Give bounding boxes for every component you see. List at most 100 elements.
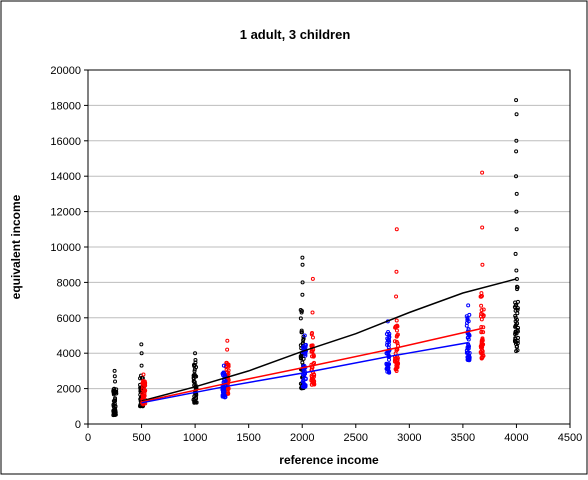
data-point — [311, 374, 316, 379]
data-point — [513, 251, 518, 256]
data-point-outlier — [394, 294, 399, 299]
data-point — [514, 268, 519, 273]
data-point — [301, 384, 306, 389]
data-point — [224, 360, 229, 365]
data-point — [395, 333, 400, 338]
data-point — [112, 389, 117, 394]
data-point-outlier — [514, 98, 519, 103]
data-point-outlier — [310, 310, 315, 315]
data-point — [142, 389, 147, 394]
data-point — [513, 319, 518, 324]
y-tick-label: 10000 — [50, 242, 81, 254]
data-point — [481, 325, 486, 330]
data-point — [312, 372, 317, 377]
data-point — [513, 330, 518, 335]
data-point-outlier — [141, 372, 146, 377]
data-point — [513, 341, 518, 346]
data-point — [478, 350, 483, 355]
x-tick-label: 0 — [85, 432, 91, 444]
data-point-outlier — [139, 351, 144, 356]
data-point — [301, 368, 306, 373]
x-tick-label: 1500 — [236, 432, 260, 444]
trend-lines — [141, 278, 517, 404]
data-point — [466, 350, 471, 355]
data-point — [112, 409, 117, 414]
data-point — [393, 357, 398, 362]
data-point — [481, 307, 486, 312]
data-point-outlier — [480, 262, 485, 267]
y-tick-label: 16000 — [50, 136, 81, 148]
data-point — [309, 376, 314, 381]
y-tick-label: 12000 — [50, 207, 81, 219]
data-point — [299, 310, 304, 315]
data-point — [395, 364, 400, 369]
data-point — [515, 306, 520, 311]
data-point-outlier — [139, 363, 144, 368]
data-point — [220, 389, 225, 394]
data-point — [481, 330, 486, 335]
x-axis-label: reference income — [279, 453, 379, 467]
data-point-outlier — [514, 227, 519, 232]
data-point — [479, 339, 484, 344]
data-point — [387, 333, 392, 338]
data-point — [192, 369, 197, 374]
data-point — [479, 308, 484, 313]
data-point-outlier — [139, 342, 144, 347]
data-point-outlier — [225, 347, 230, 352]
data-point-outlier — [514, 138, 519, 143]
data-point — [386, 362, 391, 367]
data-point — [479, 294, 484, 299]
x-tick-label: 2000 — [290, 432, 314, 444]
data-point — [310, 343, 315, 348]
data-point — [140, 380, 145, 385]
data-point — [394, 324, 399, 329]
data-point — [312, 360, 317, 365]
data-point — [513, 313, 518, 318]
data-point-outlier — [514, 209, 519, 214]
data-point — [303, 376, 308, 381]
y-tick-label: 2000 — [57, 384, 81, 396]
data-point — [302, 382, 307, 387]
data-point — [311, 354, 316, 359]
data-point — [394, 328, 399, 333]
x-tick-label: 3500 — [451, 432, 475, 444]
x-tick-label: 3000 — [397, 432, 421, 444]
trend-line — [141, 278, 517, 402]
chart-title: 1 adult, 3 children — [240, 27, 351, 42]
data-point — [192, 363, 197, 368]
data-point — [310, 330, 315, 335]
data-point — [512, 338, 517, 343]
data-point-outlier — [113, 379, 118, 384]
data-point — [466, 344, 471, 349]
y-tick-label: 4000 — [57, 348, 81, 360]
data-point — [384, 351, 389, 356]
y-tick-label: 20000 — [50, 65, 81, 77]
data-point — [385, 342, 390, 347]
data-point — [192, 373, 197, 378]
y-axis-label: equivalent income — [9, 194, 23, 299]
data-point — [464, 323, 469, 328]
data-point-outlier — [112, 374, 117, 379]
data-point-outlier — [300, 262, 305, 267]
data-point — [515, 285, 520, 290]
data-point — [223, 379, 228, 384]
data-point — [465, 317, 470, 322]
data-point — [309, 354, 314, 359]
data-point-outlier — [480, 225, 485, 230]
data-point — [140, 393, 145, 398]
data-point-outlier — [225, 338, 230, 343]
data-point — [309, 375, 314, 380]
data-point — [394, 339, 399, 344]
data-point — [142, 393, 147, 398]
data-point-outlier — [300, 292, 305, 297]
data-point — [467, 353, 472, 358]
data-point — [193, 357, 198, 362]
data-point — [515, 348, 520, 353]
y-tick-label: 14000 — [50, 171, 81, 183]
data-point — [300, 340, 305, 345]
data-point — [111, 398, 116, 403]
data-point — [113, 404, 118, 409]
